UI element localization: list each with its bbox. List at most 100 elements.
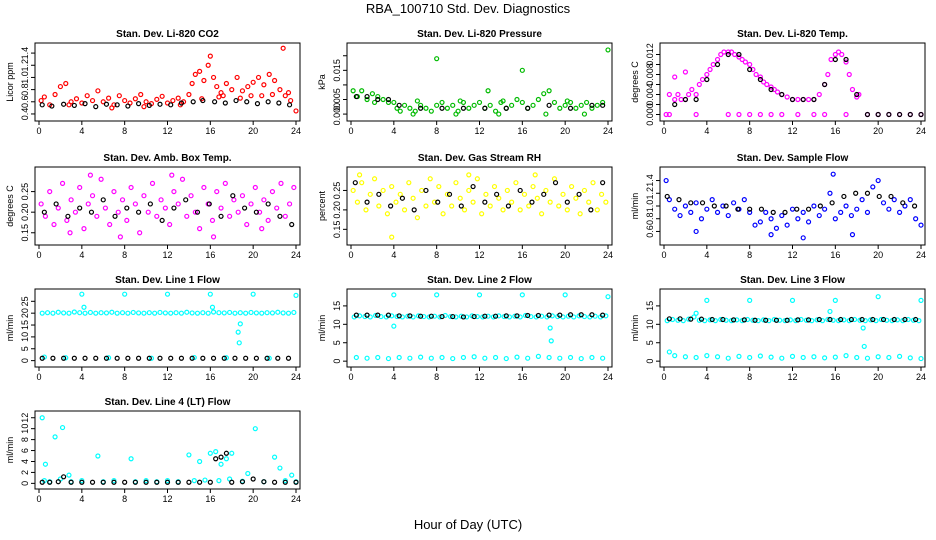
data-point: [704, 76, 710, 83]
x-tick-label: 16: [830, 250, 840, 260]
data-point: [221, 355, 227, 361]
data-point: [603, 199, 609, 205]
data-point: [763, 209, 769, 215]
y-tick-label: 0.000: [332, 103, 342, 126]
data-point: [880, 316, 887, 323]
data-point: [189, 310, 195, 316]
data-point: [53, 201, 59, 207]
data-point: [207, 450, 213, 456]
data-point: [222, 100, 228, 106]
y-tick-label: 1.2: [645, 187, 655, 200]
data-point: [98, 176, 104, 182]
data-point: [135, 209, 142, 215]
y-tick-label: 0: [20, 481, 30, 486]
data-point: [573, 195, 579, 201]
data-point: [197, 68, 203, 74]
data-point: [291, 309, 297, 316]
x-tick-label: 8: [434, 372, 439, 382]
series-black: [352, 180, 606, 213]
data-point: [49, 103, 55, 109]
data-point: [530, 183, 536, 190]
data-point: [663, 111, 669, 118]
data-point: [721, 49, 727, 55]
y-tick-label: 15: [332, 301, 342, 311]
data-point: [135, 101, 142, 107]
data-point: [578, 102, 584, 108]
data-point: [222, 180, 228, 186]
data-point: [843, 353, 849, 359]
data-point: [547, 199, 553, 205]
data-point: [141, 193, 147, 199]
data-point: [466, 105, 472, 111]
data-point: [861, 343, 867, 350]
data-point: [221, 310, 227, 316]
data-point: [189, 80, 195, 87]
data-point: [179, 176, 186, 182]
data-point: [209, 217, 216, 224]
data-point: [265, 201, 271, 207]
data-point: [178, 355, 185, 361]
data-point: [735, 206, 741, 212]
data-point: [410, 195, 416, 201]
data-point: [446, 191, 453, 197]
y-tick-label: 0: [20, 358, 30, 363]
data-point: [216, 478, 222, 484]
data-point: [396, 102, 402, 108]
data-point: [693, 96, 699, 103]
data-point: [605, 47, 611, 53]
data-point: [714, 61, 721, 68]
data-point: [376, 203, 382, 209]
x-tick-label: 16: [517, 372, 527, 382]
chart-panel-7: Stan. Dev. Line 1 Flow 0 4 8 12 16 20 24 0 5 10 15 2…: [5, 275, 301, 382]
x-tick-label: 12: [162, 126, 172, 136]
data-point: [832, 354, 838, 360]
data-point: [434, 292, 440, 298]
data-point: [237, 95, 243, 101]
data-point: [732, 51, 738, 58]
data-point: [913, 216, 919, 222]
data-point: [111, 188, 117, 195]
data-point: [51, 221, 57, 228]
data-point: [789, 353, 796, 359]
data-point: [543, 187, 549, 194]
data-point: [428, 108, 434, 114]
y-tick-label: 1.2: [20, 59, 30, 72]
series-blue: [663, 171, 924, 241]
data-point: [171, 205, 177, 211]
data-point: [200, 355, 206, 361]
data-point: [248, 93, 254, 99]
data-point: [38, 201, 44, 207]
y-tick-label: 0.20: [20, 203, 30, 221]
data-point: [125, 355, 131, 361]
data-point: [106, 355, 112, 361]
data-point: [841, 317, 847, 323]
data-point: [704, 71, 710, 78]
data-point: [714, 56, 721, 63]
data-point: [77, 205, 83, 211]
data-point: [427, 176, 433, 182]
data-point: [436, 183, 442, 190]
data-point: [864, 355, 871, 361]
data-point: [52, 434, 58, 440]
x-tick-label: 24: [603, 372, 613, 382]
data-point: [839, 51, 845, 58]
data-point: [800, 354, 806, 361]
data-point: [693, 354, 699, 361]
data-point: [414, 215, 420, 221]
data-point: [82, 355, 88, 361]
data-point: [418, 105, 424, 111]
data-point: [503, 313, 509, 319]
data-point: [423, 187, 429, 194]
data-point: [170, 97, 176, 104]
data-point: [130, 309, 136, 316]
data-point: [541, 191, 547, 197]
data-point: [770, 209, 776, 215]
data-point: [676, 197, 682, 203]
x-tick-label: 16: [830, 126, 840, 136]
data-point: [682, 203, 689, 209]
data-point: [210, 355, 217, 361]
x-tick-label: 16: [205, 494, 215, 504]
series-black: [353, 312, 606, 320]
data-point: [487, 102, 493, 108]
data-point: [407, 105, 413, 111]
